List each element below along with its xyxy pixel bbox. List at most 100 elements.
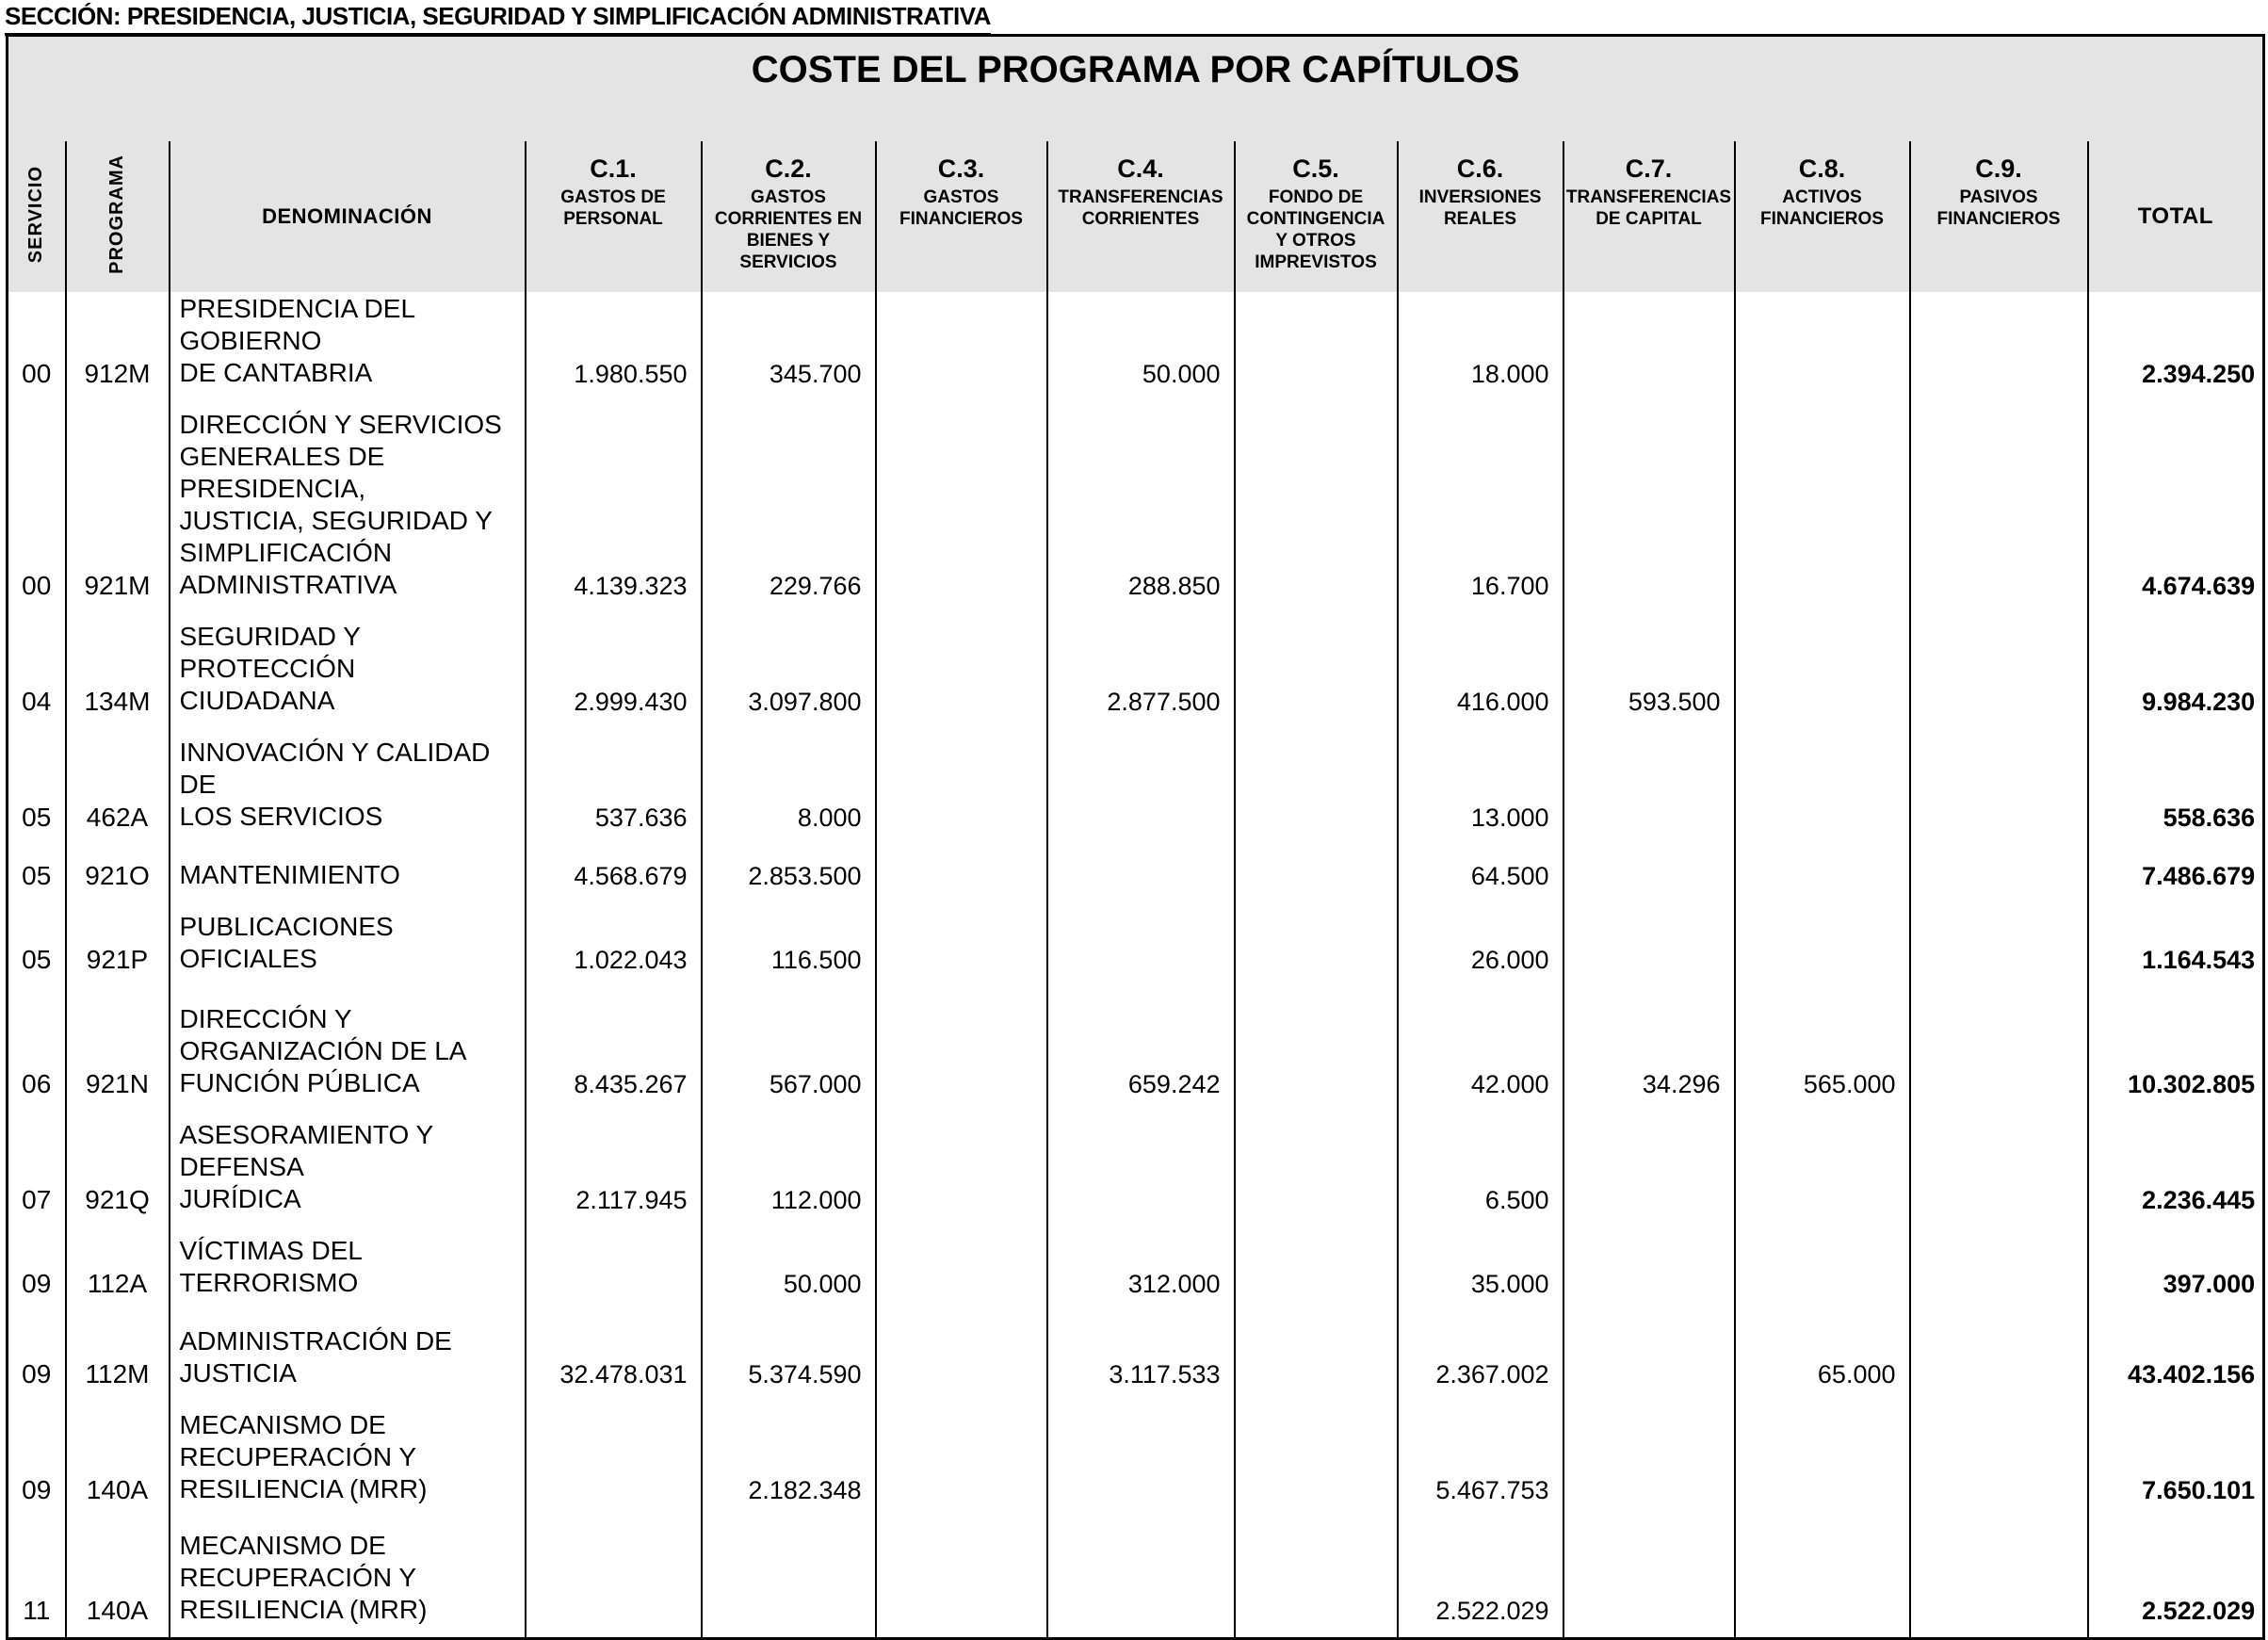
c7-value (1562, 1318, 1735, 1408)
c5-value (1233, 1408, 1398, 1524)
c4-value: 3.117.533 (1045, 1318, 1235, 1408)
c8-label: ACTIVOS FINANCIEROS (1760, 187, 1884, 229)
c8-code: C.8. (1798, 154, 1846, 183)
program-cost-table: COSTE DEL PROGRAMA POR CAPÍTULOS SERVICI… (6, 34, 2266, 1640)
c1-value: 4.139.323 (524, 408, 702, 620)
denominacion-cell: PRESIDENCIA DEL GOBIERNO DE CANTABRIA (168, 292, 526, 408)
c4-label: TRANSFERENCIAS CORRIENTES (1058, 187, 1223, 229)
table-row: 07 921Q ASESORAMIENTO Y DEFENSA JURÍDICA… (8, 1118, 2264, 1234)
denominacion-cell: MECANISMO DE RECUPERACIÓN Y RESILIENCIA … (168, 1408, 526, 1524)
c3-value (874, 1234, 1047, 1318)
c5-value (1233, 292, 1398, 408)
c1-value: 1.980.550 (524, 292, 702, 408)
c5-value (1233, 1318, 1398, 1408)
total-value: 4.674.639 (2086, 408, 2264, 620)
programa-code: 140A (64, 1524, 170, 1638)
c3-value (874, 994, 1047, 1118)
c3-code: C.3. (937, 154, 985, 183)
c2-value: 50.000 (700, 1234, 876, 1318)
c5-label: FONDO DE CONTINGENCIA Y OTROS IMPREVISTO… (1246, 187, 1385, 272)
c1-value: 8.435.267 (524, 994, 702, 1118)
c7-value (1562, 1408, 1735, 1524)
c1-value: 4.568.679 (524, 852, 702, 910)
servicio-header-label: SERVICIO (25, 165, 47, 264)
c6-value: 2.367.002 (1396, 1318, 1563, 1408)
c7-value (1562, 1524, 1735, 1638)
denominacion-cell: PUBLICACIONES OFICIALES (168, 910, 526, 994)
c6-value: 18.000 (1396, 292, 1563, 408)
table-row: 09 112M ADMINISTRACIÓN DE JUSTICIA 32.47… (8, 1318, 2264, 1408)
c1-value: 1.022.043 (524, 910, 702, 994)
c4-value (1045, 910, 1235, 994)
c8-value (1733, 1524, 1910, 1638)
c6-label: INVERSIONES REALES (1418, 187, 1542, 229)
column-header-servicio: SERVICIO (7, 141, 66, 292)
c3-value (874, 736, 1047, 852)
c7-value (1562, 1234, 1735, 1318)
total-value: 9.984.230 (2086, 620, 2264, 736)
table-row: 04 134M SEGURIDAD Y PROTECCIÓN CIUDADANA… (8, 620, 2264, 736)
table-title-row: COSTE DEL PROGRAMA POR CAPÍTULOS (7, 35, 2264, 141)
table-row: 11 140A MECANISMO DE RECUPERACIÓN Y RESI… (8, 1524, 2264, 1638)
c5-value (1233, 1234, 1398, 1318)
c4-value: 2.877.500 (1045, 620, 1235, 736)
c2-value: 2.853.500 (700, 852, 876, 910)
c5-code: C.5. (1292, 154, 1339, 183)
c2-value: 8.000 (700, 736, 876, 852)
c5-value (1233, 408, 1398, 620)
c1-value (524, 1234, 702, 1318)
servicio-code: 07 (22, 1185, 52, 1214)
total-value: 7.486.679 (2086, 852, 2264, 910)
column-header-c6: C.6. INVERSIONES REALES (1396, 141, 1563, 292)
c4-value: 288.850 (1045, 408, 1235, 620)
programa-header-label: PROGRAMA (106, 154, 127, 274)
c7-value (1562, 1118, 1735, 1234)
total-value: 397.000 (2086, 1234, 2264, 1318)
column-header-c5: C.5. FONDO DE CONTINGENCIA Y OTROS IMPRE… (1233, 141, 1398, 292)
table-row: 05 462A INNOVACIÓN Y CALIDAD DE LOS SERV… (8, 736, 2264, 852)
servicio-code: 04 (22, 687, 52, 716)
denominacion-cell: DIRECCIÓN Y SERVICIOS GENERALES DE PRESI… (168, 408, 526, 620)
c9-value (1908, 1524, 2088, 1638)
c3-value (874, 1524, 1047, 1638)
c9-value (1908, 1408, 2088, 1524)
c7-value: 593.500 (1562, 620, 1735, 736)
c8-value (1733, 1118, 1910, 1234)
table-row: 09 112A VÍCTIMAS DEL TERRORISMO 50.000 3… (8, 1234, 2264, 1318)
c9-value (1908, 994, 2088, 1118)
column-header-total: TOTAL (2086, 141, 2264, 292)
c6-value: 42.000 (1396, 994, 1563, 1118)
c1-value: 2.999.430 (524, 620, 702, 736)
c3-value (874, 292, 1047, 408)
column-header-denominacion: DENOMINACIÓN (168, 141, 526, 292)
c2-label: GASTOS CORRIENTES EN BIENES Y SERVICIOS (714, 187, 863, 272)
column-header-programa: PROGRAMA (64, 141, 170, 292)
c7-value (1562, 910, 1735, 994)
table-row: 05 921P PUBLICACIONES OFICIALES 1.022.04… (8, 910, 2264, 994)
programa-code: 140A (64, 1408, 170, 1524)
c8-value (1733, 620, 1910, 736)
total-value: 2.394.250 (2086, 292, 2264, 408)
c4-code: C.4. (1117, 154, 1164, 183)
c7-value (1562, 852, 1735, 910)
servicio-code: 00 (22, 571, 52, 600)
c3-value (874, 620, 1047, 736)
c7-value (1562, 736, 1735, 852)
c4-value (1045, 736, 1235, 852)
total-value: 43.402.156 (2086, 1318, 2264, 1408)
c2-value: 3.097.800 (700, 620, 876, 736)
column-header-c7: C.7. TRANSFERENCIAS DE CAPITAL (1562, 141, 1735, 292)
c7-value (1562, 408, 1735, 620)
total-value: 2.236.445 (2086, 1118, 2264, 1234)
c3-value (874, 1408, 1047, 1524)
c8-value (1733, 408, 1910, 620)
c4-value: 659.242 (1045, 994, 1235, 1118)
c1-value: 2.117.945 (524, 1118, 702, 1234)
total-value: 2.522.029 (2086, 1524, 2264, 1638)
column-header-c9: C.9. PASIVOS FINANCIEROS (1908, 141, 2088, 292)
section-title: SECCIÓN: PRESIDENCIA, JUSTICIA, SEGURIDA… (5, 2, 991, 36)
servicio-code: 09 (22, 1475, 52, 1504)
c8-value (1733, 910, 1910, 994)
c7-value (1562, 292, 1735, 408)
c1-value (524, 1524, 702, 1638)
